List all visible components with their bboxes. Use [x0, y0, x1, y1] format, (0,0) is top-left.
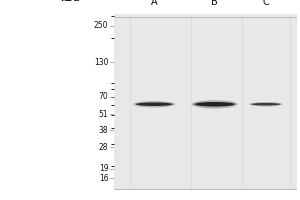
Ellipse shape — [191, 100, 238, 108]
Ellipse shape — [251, 103, 280, 105]
Text: 130: 130 — [94, 58, 109, 67]
Text: C: C — [262, 0, 269, 7]
Text: B: B — [211, 0, 218, 7]
Text: 28: 28 — [99, 143, 109, 152]
Text: kDa: kDa — [60, 0, 80, 3]
Text: 16: 16 — [99, 174, 109, 183]
Text: 38: 38 — [99, 126, 109, 135]
Ellipse shape — [249, 102, 283, 107]
Ellipse shape — [136, 102, 172, 106]
Ellipse shape — [194, 102, 235, 107]
Text: 51: 51 — [99, 110, 109, 119]
Text: 19: 19 — [99, 164, 109, 173]
Ellipse shape — [133, 101, 175, 107]
Text: 70: 70 — [99, 92, 109, 101]
Text: 250: 250 — [94, 21, 109, 30]
Text: A: A — [151, 0, 158, 7]
